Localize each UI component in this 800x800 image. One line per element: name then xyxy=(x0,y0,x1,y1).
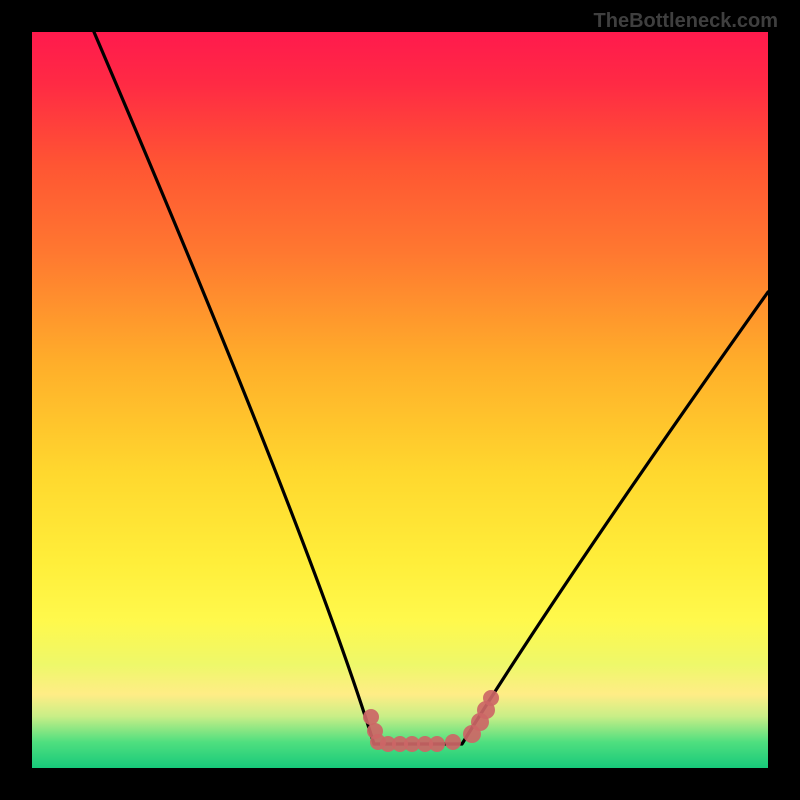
plot-svg xyxy=(32,32,768,768)
bottleneck-chart: TheBottleneck.com xyxy=(0,0,800,800)
data-dot xyxy=(429,736,445,752)
data-dot xyxy=(445,734,461,750)
watermark-text: TheBottleneck.com xyxy=(594,10,778,33)
plot-area xyxy=(32,32,768,768)
data-dot xyxy=(363,709,379,725)
data-dot xyxy=(483,690,499,706)
